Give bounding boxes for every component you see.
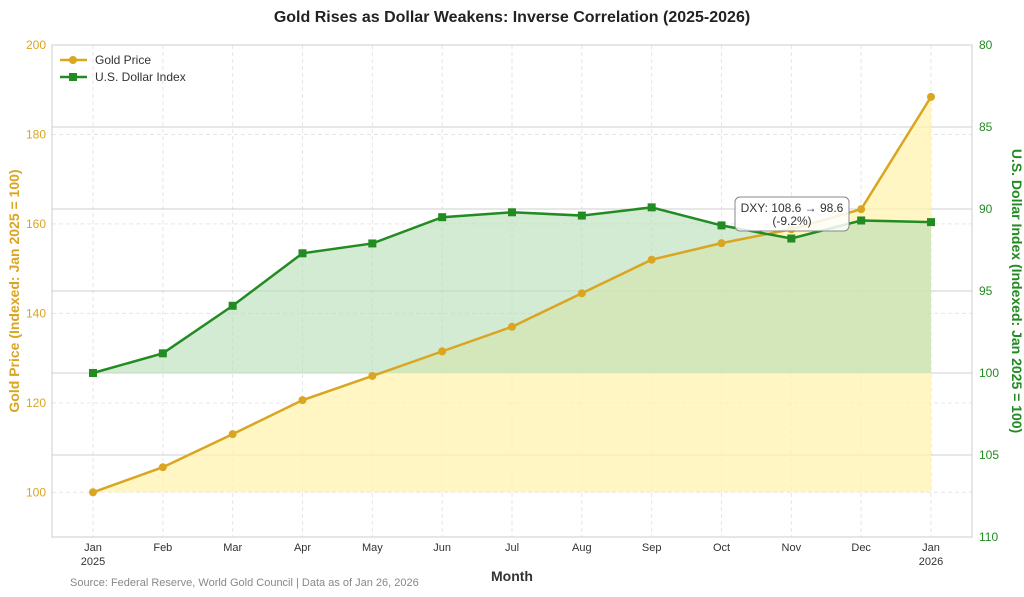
x-tick-label: Jan — [922, 542, 940, 554]
annotation-text: DXY: 108.6 → 98.6 — [741, 201, 844, 215]
chart-title: Gold Rises as Dollar Weakens: Inverse Co… — [274, 9, 750, 26]
gold-point — [717, 239, 726, 248]
dollar-point — [298, 249, 307, 258]
dollar-point — [368, 239, 377, 248]
dollar-point — [438, 213, 447, 222]
legend-marker — [69, 73, 77, 81]
x-tick-label: Sep — [642, 542, 662, 554]
gold-point — [368, 371, 377, 380]
y-left-tick-label: 200 — [26, 38, 46, 52]
gold-point — [927, 92, 935, 101]
gold-point — [857, 205, 866, 214]
x-tick-label: 2025 — [81, 556, 105, 568]
x-tick-label: 2026 — [919, 556, 943, 568]
x-tick-label: Mar — [223, 542, 242, 554]
gold-point — [158, 463, 167, 472]
dollar-point — [228, 301, 237, 310]
x-tick-label: May — [362, 542, 383, 554]
dollar-point — [857, 216, 866, 225]
gold-point — [577, 289, 586, 298]
y-right-tick-label: 90 — [979, 202, 993, 216]
gold-point — [438, 347, 447, 356]
x-axis-label: Month — [491, 568, 533, 584]
annotation-text: (-9.2%) — [772, 214, 811, 228]
x-tick-label: Oct — [713, 542, 730, 554]
dollar-point — [577, 211, 586, 220]
y-right-tick-label: 95 — [979, 284, 993, 298]
y-left-tick-label: 120 — [26, 396, 46, 410]
dollar-point — [787, 234, 796, 243]
y-right-tick-label: 100 — [979, 366, 999, 380]
y-right-tick-label: 85 — [979, 120, 993, 134]
legend-label: U.S. Dollar Index — [95, 70, 186, 84]
dollar-point — [927, 218, 935, 227]
gold-area-fill — [93, 96, 931, 493]
y-right-tick-label: 105 — [979, 448, 999, 462]
gold-point — [298, 396, 307, 405]
gold-point — [89, 488, 97, 497]
y-left-tick-label: 140 — [26, 306, 46, 320]
y-right-tick-label: 110 — [979, 530, 998, 544]
x-tick-label: Dec — [851, 542, 871, 554]
dollar-point — [647, 203, 656, 212]
source-note: Source: Federal Reserve, World Gold Coun… — [70, 577, 419, 589]
x-tick-label: Aug — [572, 542, 592, 554]
legend-label: Gold Price — [95, 53, 151, 67]
legend-marker — [69, 56, 77, 64]
y-right-label: U.S. Dollar Index (Indexed: Jan 2025 = 1… — [1009, 149, 1024, 433]
x-tick-label: Nov — [782, 542, 802, 554]
dollar-point — [89, 369, 97, 377]
y-left-tick-label: 100 — [26, 485, 46, 499]
x-tick-label: Jan — [84, 542, 102, 554]
y-left-label: Gold Price (Indexed: Jan 2025 = 100) — [6, 169, 22, 412]
x-tick-label: Jun — [433, 542, 451, 554]
x-tick-label: Apr — [294, 542, 311, 554]
dollar-point — [717, 221, 726, 230]
dollar-point — [508, 208, 516, 217]
annotation-box — [734, 196, 850, 232]
gold-point — [508, 322, 516, 331]
x-tick-label: Jul — [505, 542, 519, 554]
x-tick-label: Feb — [153, 542, 172, 554]
dollar-area-fill — [93, 207, 931, 373]
y-left-tick-label: 160 — [26, 217, 46, 231]
gold-point — [228, 430, 237, 439]
y-right-tick-label: 80 — [979, 38, 993, 52]
y-left-tick-label: 180 — [26, 127, 46, 141]
dollar-point — [158, 349, 167, 358]
gold-point — [647, 255, 656, 264]
plot-frame — [51, 44, 973, 538]
